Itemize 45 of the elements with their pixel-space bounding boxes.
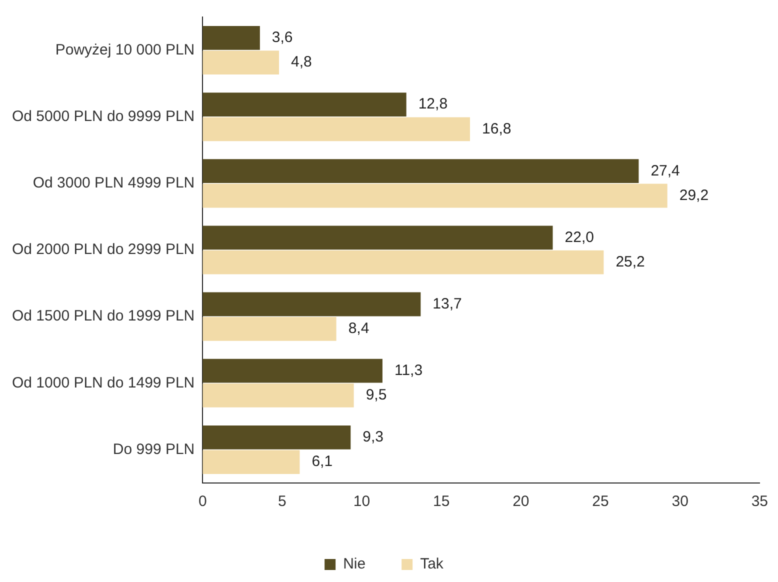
data-label: 27,4 xyxy=(650,162,680,180)
data-label: 3,6 xyxy=(272,29,293,46)
bar xyxy=(202,117,470,142)
x-tick-label: 5 xyxy=(278,493,286,510)
data-label: 29,2 xyxy=(679,186,709,204)
x-tick-label: 20 xyxy=(512,493,530,510)
legend-label: Nie xyxy=(343,556,366,573)
bar xyxy=(202,425,351,450)
bar xyxy=(202,92,406,116)
legend-label: Tak xyxy=(420,556,444,573)
data-label: 12,8 xyxy=(418,96,448,113)
bar xyxy=(202,159,639,184)
bar xyxy=(202,316,336,341)
bar xyxy=(202,26,260,50)
data-label: 8,4 xyxy=(348,320,370,338)
x-tick-label: 0 xyxy=(198,493,207,510)
x-tick-label: 15 xyxy=(433,493,450,510)
data-label: 4,8 xyxy=(291,54,312,71)
x-tick-label: 10 xyxy=(353,493,370,510)
y-tick-label: Od 5000 PLN do 9999 PLN xyxy=(12,108,195,125)
bar xyxy=(202,358,382,383)
bar xyxy=(202,184,668,208)
x-tick-label: 25 xyxy=(592,493,609,510)
data-label: 13,7 xyxy=(432,295,462,312)
bar xyxy=(202,450,300,474)
data-label: 11,3 xyxy=(394,362,423,379)
bar xyxy=(202,292,421,316)
data-label: 16,8 xyxy=(482,120,512,138)
bar xyxy=(202,226,553,250)
y-tick-label: Od 3000 PLN 4999 PLN xyxy=(32,174,195,192)
data-label: 22,0 xyxy=(564,228,594,246)
x-tick-label: 35 xyxy=(751,493,768,510)
data-label: 25,2 xyxy=(616,253,645,270)
data-label: 9,5 xyxy=(366,386,387,404)
y-tick-label: Od 2000 PLN do 2999 PLN xyxy=(12,241,195,258)
data-label: 6,1 xyxy=(312,453,333,470)
data-label: 9,3 xyxy=(362,428,384,446)
x-tick-label: 30 xyxy=(672,493,688,510)
y-tick-label: Do 999 PLN xyxy=(112,440,195,458)
bar xyxy=(202,384,354,408)
bar xyxy=(202,50,280,75)
y-tick-label: Od 1000 PLN do 1499 PLN xyxy=(12,374,195,392)
bar xyxy=(202,250,604,274)
y-tick-label: Od 1500 PLN do 1999 PLN xyxy=(12,308,195,325)
y-tick-label: Powyżej 10 000 PLN xyxy=(55,41,195,58)
